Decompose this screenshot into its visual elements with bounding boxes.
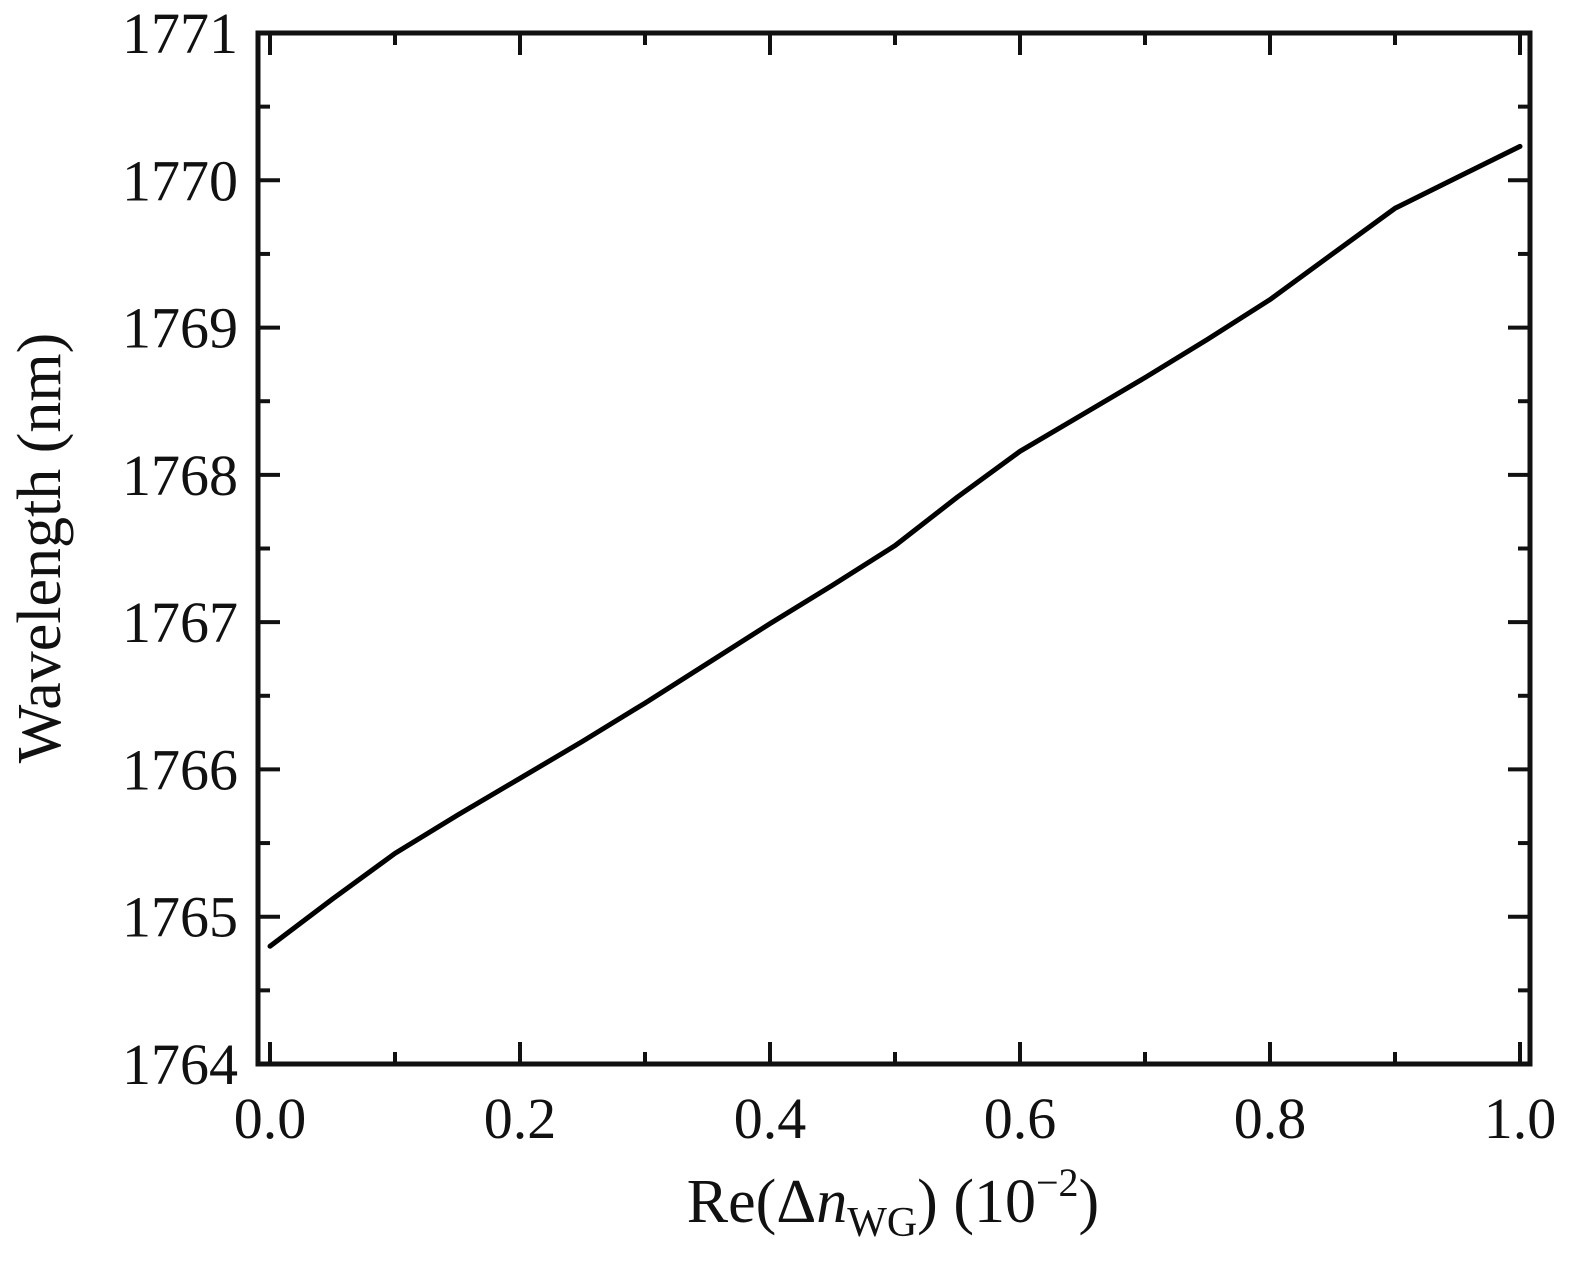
x-axis-label-close: ) <box>1079 1168 1100 1236</box>
plot-frame <box>255 30 1533 1067</box>
x-tick-label: 0.8 <box>1234 1086 1307 1151</box>
x-tick-label: 0.2 <box>484 1086 557 1151</box>
x-tick-label: 0.0 <box>234 1086 307 1151</box>
x-axis-label-suffix: ) (10 <box>917 1168 1036 1236</box>
y-axis-label: Wavelength (nm) <box>6 333 74 764</box>
x-axis-label-sub: WG <box>847 1200 917 1246</box>
series-line <box>267 143 1523 949</box>
series-layer <box>267 143 1523 949</box>
x-tick-label: 0.6 <box>984 1086 1057 1151</box>
y-tick-label: 1768 <box>122 443 238 508</box>
y-tick-label: 1767 <box>122 590 238 655</box>
y-tick-label: 1765 <box>122 885 238 950</box>
y-tick-label: 1766 <box>122 737 238 802</box>
x-axis-label: Re(ΔnWG) (10−2) <box>687 1160 1099 1246</box>
y-tick-label: 1770 <box>122 148 238 213</box>
y-tick-label: 1771 <box>122 1 238 66</box>
x-tick-label: 0.4 <box>734 1086 807 1151</box>
y-tick-label: 1764 <box>122 1032 238 1097</box>
x-tick-label: 1.0 <box>1484 1086 1557 1151</box>
x-axis-label-sup: −2 <box>1036 1160 1079 1205</box>
x-axis-label-prefix: Re(Δ <box>687 1168 816 1236</box>
tick-labels: 0.0 0.2 0.4 0.6 0.8 1.0 1764 1765 1766 1767 1768 17… <box>122 1 1556 1151</box>
y-tick-label: 1769 <box>122 296 238 361</box>
x-axis-label-var: n <box>816 1168 847 1236</box>
